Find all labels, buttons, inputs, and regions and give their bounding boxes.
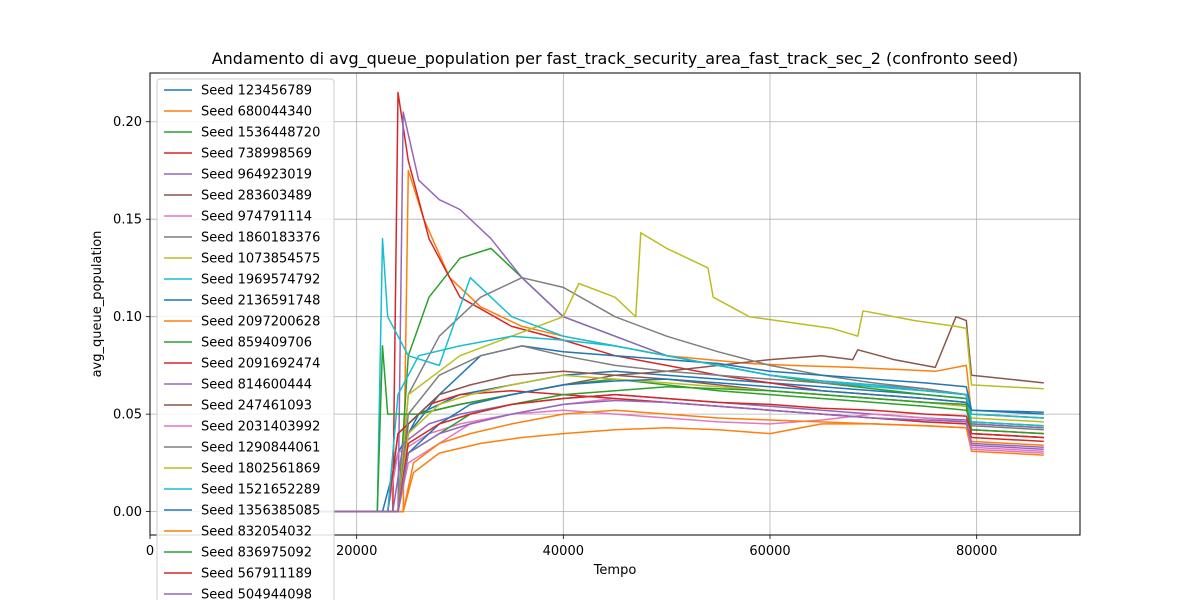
series-line: [305, 345, 1044, 513]
x-tick-label: 20000: [336, 544, 377, 559]
x-axis-ticks: 0 20000 40000 60000 80000: [146, 535, 997, 559]
legend-label: Seed 504944098: [201, 588, 312, 600]
y-axis-ticks: 0.00 0.05 0.10 0.15 0.20: [113, 115, 150, 520]
legend-label: Seed 859409706: [201, 336, 312, 351]
series-line: [305, 399, 1044, 513]
y-tick-label: 0.05: [113, 408, 142, 423]
legend-label: Seed 832054032: [201, 525, 312, 540]
legend-label: Seed 1860183376: [201, 231, 320, 246]
plot-frame: [149, 72, 1081, 536]
y-tick-label: 0.10: [113, 310, 142, 325]
legend-label: Seed 836975092: [201, 546, 312, 561]
x-tick-label: 0: [146, 544, 154, 559]
y-tick-label: 0.15: [113, 213, 142, 228]
legend-label: Seed 1969574792: [201, 273, 320, 288]
legend-label: Seed 1356385085: [201, 504, 320, 519]
x-tick-label: 80000: [956, 544, 997, 559]
legend-label: Seed 1536448720: [201, 126, 320, 141]
series-line: [305, 393, 1044, 513]
series-line: [305, 409, 1044, 513]
legend-box: [156, 78, 335, 600]
legend-label: Seed 2031403992: [201, 420, 320, 435]
y-axis-label: avg_queue_population: [90, 231, 105, 378]
legend-label: Seed 814600444: [201, 378, 312, 393]
legend-label: Seed 567911189: [201, 567, 312, 582]
legend-label: Seed 738998569: [201, 147, 312, 162]
legend-label: Seed 1073854575: [201, 252, 320, 267]
legend-label: Seed 2136591748: [201, 294, 320, 309]
series-line: [305, 232, 1044, 513]
legend-label: Seed 2097200628: [201, 315, 320, 330]
x-tick-label: 40000: [543, 544, 584, 559]
series-line: [305, 345, 1044, 513]
legend-label: Seed 1521652289: [201, 483, 320, 498]
series-line: [305, 335, 1044, 513]
y-tick-label: 0.20: [113, 115, 142, 130]
plot-lines: [305, 91, 1044, 513]
legend-label: Seed 283603489: [201, 189, 312, 204]
legend-label: Seed 123456789: [201, 84, 312, 99]
series-line: [305, 276, 1044, 513]
legend-label: Seed 1290844061: [201, 441, 320, 456]
legend-label: Seed 680044340: [201, 105, 312, 120]
legend-label: Seed 974791114: [201, 210, 312, 225]
x-tick-label: 60000: [749, 544, 790, 559]
legend-label: Seed 2091692474: [201, 357, 320, 372]
series-line: [305, 378, 1044, 513]
legend: Seed 123456789 Seed 680044340 Seed 1536448…: [156, 78, 335, 600]
y-tick-label: 0.00: [113, 505, 142, 520]
series-line: [305, 409, 1044, 513]
legend-label: Seed 964923019: [201, 168, 312, 183]
legend-label: Seed 1802561869: [201, 462, 320, 477]
x-axis-label: Tempo: [593, 563, 637, 578]
chart-title: Andamento di avg_queue_population per fa…: [212, 49, 1019, 69]
legend-label: Seed 247461093: [201, 399, 312, 414]
